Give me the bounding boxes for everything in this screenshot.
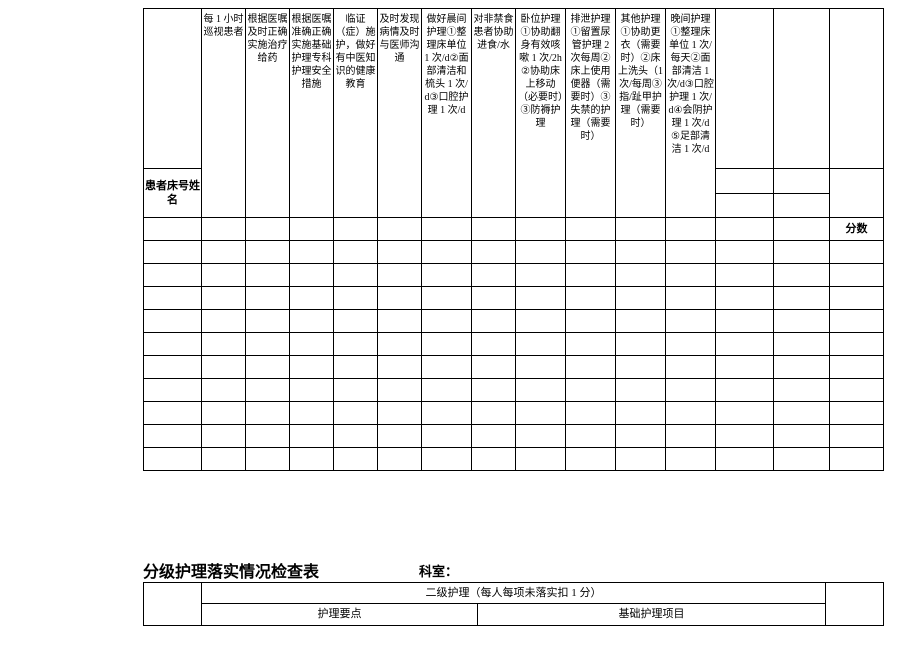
data-cell bbox=[246, 218, 290, 241]
section2-title: 分级护理落实情况检查表 bbox=[143, 558, 319, 582]
empty-cell bbox=[716, 169, 774, 194]
data-cell bbox=[666, 218, 716, 241]
data-cell bbox=[516, 218, 566, 241]
header-col-7: 卧位护理①协助翻身有效咳嗽 1 次/2h②协助床上移动（必要时）③防褥护理 bbox=[516, 9, 566, 218]
row-label: 患者床号姓名 bbox=[144, 169, 202, 218]
header-col-2: 根据医嘱准确正确实施基础护理专科护理安全措施 bbox=[290, 9, 334, 218]
header-col-8: 排泄护理①留置尿管护理 2 次每周②床上使用便器（需要时）③失禁的护理（需要时） bbox=[566, 9, 616, 218]
data-cell bbox=[378, 218, 422, 241]
header-col-9: 其他护理①协助更衣（需要时）②床上洗头（1 次/每周③指/趾甲护理（需要时） bbox=[616, 9, 666, 218]
t2-sub1: 护理要点 bbox=[202, 604, 478, 625]
header-col-10: 晚间护理①整理床单位 1 次/每天②面部清洁 1 次/d③口腔护理 1 次/d④… bbox=[666, 9, 716, 218]
data-cell bbox=[566, 218, 616, 241]
data-cell bbox=[202, 218, 246, 241]
data-cell bbox=[774, 218, 830, 241]
header-col-6: 对非禁食患者协助进食/水 bbox=[472, 9, 516, 218]
data-cell bbox=[290, 218, 334, 241]
header-col-3: 临证（症）施护，做好有中医知识的健康教育 bbox=[334, 9, 378, 218]
header-col-1: 根据医嘱及时正确实施治疗给药 bbox=[246, 9, 290, 218]
t2-left-blank bbox=[144, 583, 202, 626]
empty-cell bbox=[774, 169, 830, 194]
data-cell bbox=[616, 218, 666, 241]
data-cell bbox=[334, 218, 378, 241]
empty-cell bbox=[716, 193, 774, 218]
score-label: 分数 bbox=[830, 218, 884, 241]
t2-banner: 二级护理（每人每项未落实扣 1 分） bbox=[202, 583, 826, 604]
header-col-5: 做好晨间护理①整理床单位 1 次/d②面部清洁和梳头 1 次/d③口腔护理 1 … bbox=[422, 9, 472, 218]
data-cell bbox=[144, 218, 202, 241]
t2-sub2: 基础护理项目 bbox=[478, 604, 826, 625]
header-col-4: 及时发现病情及时与医师沟通 bbox=[378, 9, 422, 218]
data-cell bbox=[716, 218, 774, 241]
secondary-table: 二级护理（每人每项未落实扣 1 分） 护理要点 基础护理项目 bbox=[143, 582, 884, 626]
section2-dept: 科室： bbox=[419, 561, 458, 580]
empty-cell bbox=[774, 193, 830, 218]
empty-cell bbox=[830, 169, 884, 218]
data-cell bbox=[422, 218, 472, 241]
main-nursing-table: 每 1 小时巡视患者 根据医嘱及时正确实施治疗给药 根据医嘱准确正确实施基础护理… bbox=[143, 8, 884, 471]
t2-right-blank bbox=[826, 583, 884, 626]
data-cell bbox=[472, 218, 516, 241]
header-col-0: 每 1 小时巡视患者 bbox=[202, 9, 246, 218]
